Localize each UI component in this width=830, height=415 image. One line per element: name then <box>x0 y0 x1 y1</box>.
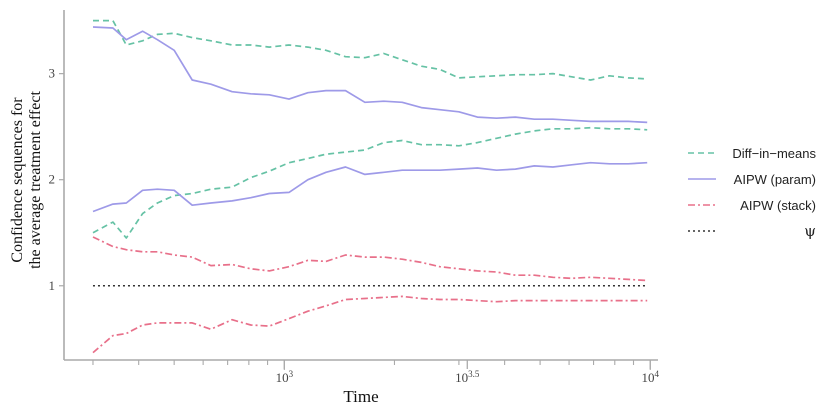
axis-labels: Time Confidence sequences for the averag… <box>9 91 379 406</box>
legend-item-psi: ψ <box>686 218 816 244</box>
legend-label-diff-in-means: Diff−in−means <box>732 145 816 161</box>
legend: Diff−in−means AIPW (param) AIPW (stack) … <box>686 140 816 244</box>
y-tick-label-2: 2 <box>49 172 56 187</box>
legend-key-aipw-stack <box>688 204 716 206</box>
series-aipw-stack-lower <box>92 295 648 354</box>
legend-key-diff-in-means <box>688 152 716 154</box>
series-aipw-stack-upper <box>92 236 648 282</box>
legend-item-aipw-param: AIPW (param) <box>686 166 816 192</box>
series-aipw-param-lower <box>92 161 648 213</box>
legend-label-aipw-stack: AIPW (stack) <box>740 197 816 213</box>
legend-item-aipw-stack: AIPW (stack) <box>686 192 816 218</box>
x-tick-label-1: 103.5 <box>455 369 480 385</box>
legend-key-aipw-param <box>688 178 716 180</box>
legend-label-aipw-param: AIPW (param) <box>733 171 816 187</box>
legend-key-psi <box>688 230 716 232</box>
legend-item-diff-in-means: Diff−in−means <box>686 140 816 166</box>
series-diff-in-means-upper <box>93 19 648 81</box>
legend-label-psi: ψ <box>804 222 816 240</box>
x-tick-label-0: 103 <box>276 369 294 385</box>
series-diff-in-means-lower <box>92 126 648 239</box>
axes: 1 2 3 103 103.5 104 <box>49 10 659 385</box>
x-axis-label: Time <box>343 387 378 406</box>
y-tick-label-3: 3 <box>49 66 56 81</box>
y-tick-label-1: 1 <box>49 278 56 293</box>
x-tick-label-2: 104 <box>641 369 659 385</box>
y-axis-label-line-2: the average treatment effect <box>27 91 44 269</box>
series-lines <box>92 19 648 354</box>
series-aipw-param-upper <box>92 26 648 124</box>
y-axis-label-line-1: Confidence sequences for <box>9 97 26 263</box>
